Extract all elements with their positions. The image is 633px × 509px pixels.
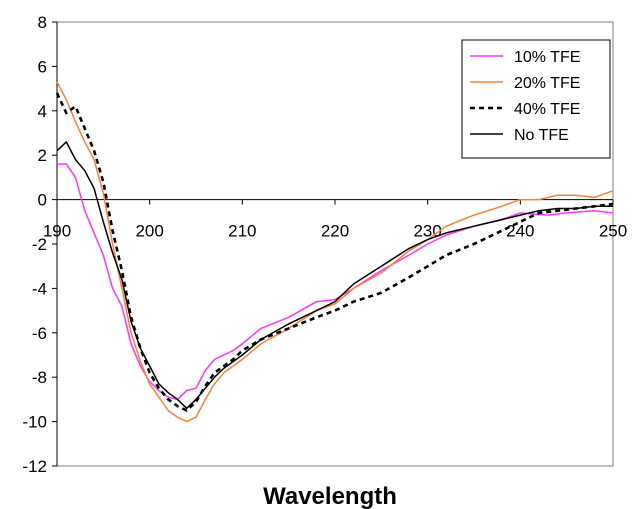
y-tick-label: 2 xyxy=(38,146,47,165)
x-tick-label: 200 xyxy=(135,222,163,241)
x-tick-label: 190 xyxy=(43,222,71,241)
legend-label-2: 20% TFE xyxy=(514,75,580,92)
y-tick-label: -12 xyxy=(22,457,47,476)
series-layer xyxy=(55,81,614,423)
y-tick-label: 4 xyxy=(38,102,47,121)
y-tick-label: 6 xyxy=(38,57,47,76)
legend-label-4: No TFE xyxy=(514,127,569,144)
legend-label-1: 10% TFE xyxy=(514,49,580,66)
series-line-2 xyxy=(56,81,614,423)
y-tick-label: 0 xyxy=(38,191,47,210)
x-tick-label: 240 xyxy=(506,222,534,241)
series-line-4 xyxy=(56,141,613,410)
series-line-3 xyxy=(55,92,614,412)
x-tick-label: 250 xyxy=(599,222,627,241)
legend: 10% TFE 20% TFE 40% TFE No TFE xyxy=(461,39,611,159)
y-tick-label: -10 xyxy=(22,413,47,432)
legend-label-3: 40% TFE xyxy=(514,101,580,118)
y-tick-label: -8 xyxy=(32,368,47,387)
x-tick-label: 230 xyxy=(413,222,441,241)
axis-layer: 8 6 4 2 0 -2 -4 -6 -8 -10 -12 190 200 210 220 230 240 250 xyxy=(22,13,627,476)
x-tick-label: 210 xyxy=(228,222,256,241)
y-tick-label: -2 xyxy=(32,235,47,254)
x-tick-label: 220 xyxy=(321,222,349,241)
y-tick-label: 8 xyxy=(38,13,47,32)
legend-box xyxy=(461,39,611,159)
x-axis-title: Wavelength xyxy=(263,483,397,509)
y-tick-label: -6 xyxy=(32,324,47,343)
y-tick-label: -4 xyxy=(32,279,47,298)
